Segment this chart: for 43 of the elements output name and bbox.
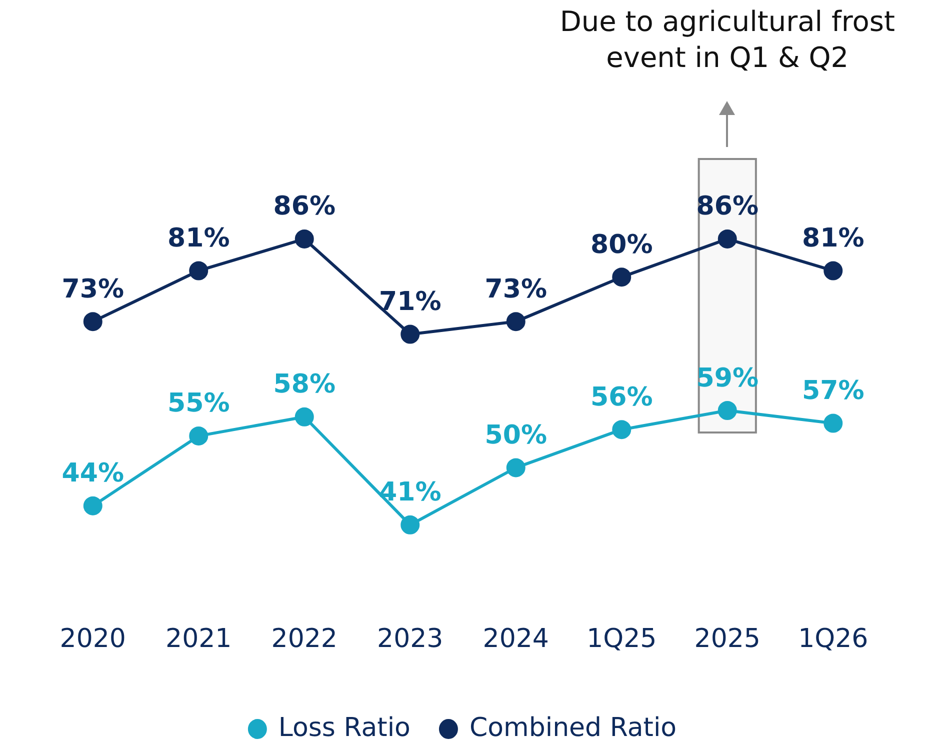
x-tick-label: 1Q26: [798, 624, 868, 654]
point: [824, 414, 843, 433]
data-label: 86%: [696, 192, 758, 222]
data-label: 86%: [273, 192, 336, 222]
data-label: 44%: [62, 458, 124, 489]
point: [506, 312, 526, 332]
point: [824, 261, 843, 280]
point: [718, 401, 737, 420]
data-label: 80%: [590, 230, 653, 260]
data-label: 81%: [168, 223, 230, 254]
point: [189, 261, 208, 280]
x-tick-label: 2022: [271, 624, 338, 654]
x-tick-label: 2021: [166, 624, 232, 654]
point: [400, 324, 420, 344]
x-tick-label: 2023: [377, 624, 444, 654]
data-label: 71%: [379, 287, 442, 318]
x-tick-label: 2024: [482, 624, 549, 654]
point: [189, 426, 208, 446]
data-label: 58%: [273, 370, 336, 400]
point: [294, 229, 314, 248]
point: [718, 229, 737, 248]
x-tick-label: 2025: [694, 624, 760, 654]
point: [83, 496, 102, 516]
data-label: 41%: [379, 478, 442, 508]
data-label: 59%: [696, 363, 758, 394]
x-tick-label: 1Q25: [586, 624, 657, 654]
point: [612, 420, 632, 440]
data-label: 55%: [168, 388, 230, 419]
x-tick-label: 2020: [60, 624, 126, 654]
legend-label: Combined Ratio: [469, 712, 677, 743]
point: [506, 458, 526, 478]
text: Due to agricultural frost event in Q1 & Q2: [558, 4, 896, 76]
point: [294, 407, 314, 426]
point: [400, 515, 420, 534]
data-label: 56%: [590, 382, 653, 412]
data-label: 50%: [484, 420, 547, 450]
data-label: 57%: [802, 376, 864, 406]
point: [83, 312, 102, 332]
data-label: 81%: [802, 223, 864, 254]
point: [612, 268, 632, 287]
legend-label: Loss Ratio: [278, 712, 410, 743]
data-label: 73%: [62, 274, 124, 304]
data-label: 73%: [484, 274, 547, 304]
